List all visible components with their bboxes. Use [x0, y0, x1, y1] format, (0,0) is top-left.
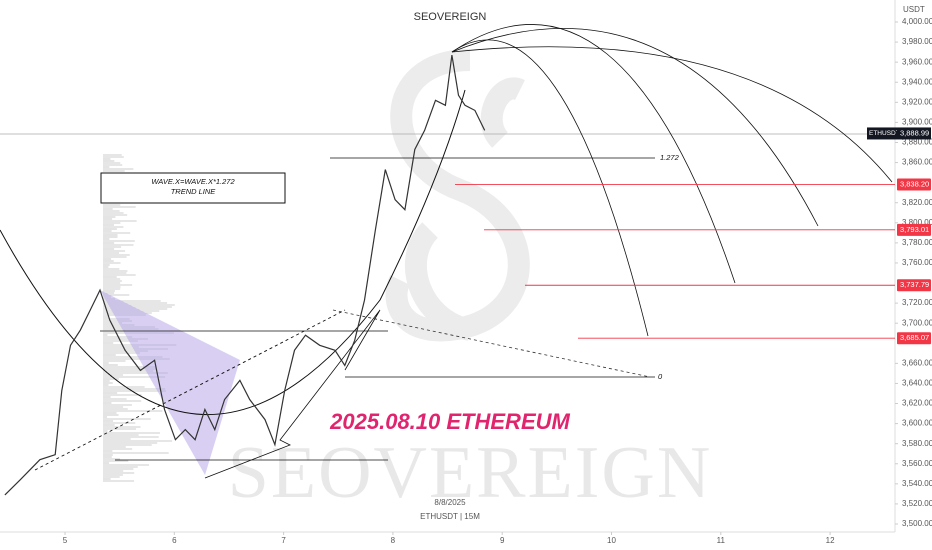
y-tick-label: 3,980.00: [902, 37, 932, 46]
level-label: 3,737.79: [900, 280, 929, 289]
y-tick-label: 3,880.00: [902, 138, 932, 147]
y-tick-label: 3,520.00: [902, 499, 932, 508]
x-tick-label: 10: [607, 536, 616, 545]
y-tick-label: 3,940.00: [902, 77, 932, 86]
level-tag: [897, 332, 931, 345]
arc: [451, 27, 819, 227]
y-tick-label: 3,720.00: [902, 298, 932, 307]
y-tick-label: 3,960.00: [902, 57, 932, 66]
x-tick-label: 8: [391, 536, 396, 545]
y-tick-label: 3,620.00: [902, 399, 932, 408]
y-tick-label: 3,660.00: [902, 358, 932, 367]
axis-unit: USDT: [903, 5, 925, 14]
arc: [451, 24, 736, 284]
headline: 2025.08.10 ETHEREUM: [329, 409, 570, 434]
y-tick-label: 3,780.00: [902, 238, 932, 247]
symbol-label: ETHUSDT | 15M: [420, 512, 480, 521]
x-tick-label: 7: [281, 536, 286, 545]
wave-lines: [204, 309, 381, 479]
level-tag: [897, 223, 931, 236]
y-tick-label: 3,640.00: [902, 379, 932, 388]
watermark-logo: [385, 49, 530, 342]
annotation: TREND LINE: [171, 187, 217, 196]
arc-curve: [0, 89, 466, 416]
price-tag: [897, 127, 931, 140]
arc: [451, 39, 649, 337]
date-label: 8/8/2025: [434, 498, 466, 507]
y-tick-label: 3,920.00: [902, 97, 932, 106]
symbol-tag: [867, 127, 897, 140]
x-tick-label: 12: [826, 536, 835, 545]
y-tick-label: 3,540.00: [902, 479, 932, 488]
annotation: WAVE.X=WAVE.X*1.272: [151, 177, 235, 186]
level-label: 3,838.20: [900, 179, 929, 188]
y-tick-label: 3,900.00: [902, 118, 932, 127]
x-tick-label: 11: [717, 536, 726, 545]
trend-line: [34, 309, 346, 471]
symbol-label: ETHUSDT: [869, 130, 900, 137]
y-tick-label: 3,580.00: [902, 439, 932, 448]
chart-title: SEOVEREIGN: [414, 11, 487, 23]
y-tick-label: 4,000.00: [902, 17, 932, 26]
y-tick-label: 3,800.00: [902, 218, 932, 227]
arc: [451, 46, 893, 183]
pattern-shape: [100, 290, 240, 475]
trend-line: [332, 309, 651, 378]
y-tick-label: 3,700.00: [902, 318, 932, 327]
y-tick-label: 3,860.00: [902, 158, 932, 167]
price-label: 3,888.99: [900, 128, 929, 137]
y-tick-label: 3,820.00: [902, 198, 932, 207]
level-label: 3,793.01: [900, 225, 929, 234]
level-tag: [897, 178, 931, 191]
watermark: SEOVEREIGN: [228, 432, 713, 514]
fib-label: 0: [658, 372, 663, 381]
x-tick-label: 6: [172, 536, 177, 545]
level-label: 3,685.07: [900, 333, 929, 342]
y-tick-label: 3,600.00: [902, 419, 932, 428]
price-line: [4, 55, 486, 496]
x-tick-label: 9: [500, 536, 505, 545]
y-tick-label: 3,500.00: [902, 519, 932, 528]
fib-label: 1.272: [660, 153, 680, 162]
level-tag: [897, 279, 931, 292]
projection-arcs: [451, 24, 893, 337]
x-tick-label: 5: [63, 536, 68, 545]
y-tick-label: 3,560.00: [902, 459, 932, 468]
y-tick-label: 3,760.00: [902, 258, 932, 267]
annotation-box: [100, 172, 286, 204]
